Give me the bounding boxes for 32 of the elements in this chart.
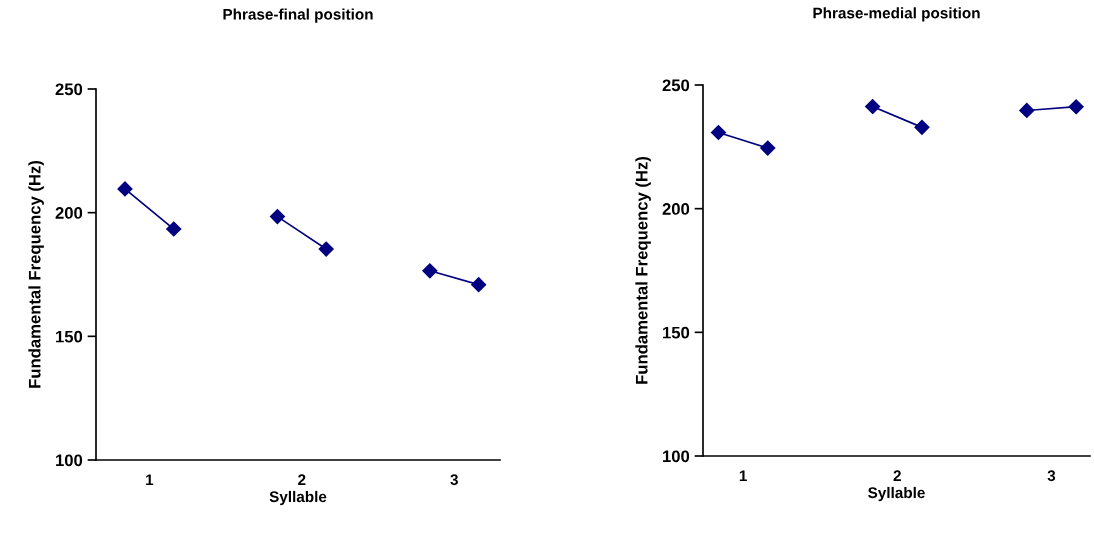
point (269, 209, 285, 225)
y-axis-title: Fundamental Frequency (Hz) (635, 156, 651, 384)
point (471, 277, 487, 293)
point (166, 221, 182, 237)
x-axis-title: Syllable (269, 490, 327, 506)
x-tick-label: 3 (1047, 470, 1056, 482)
x-tick-label: 3 (450, 474, 458, 486)
y-tick-label: 250 (662, 79, 690, 92)
x-tick-label: 2 (893, 470, 901, 481)
point (117, 181, 133, 197)
x-tick-label: 1 (739, 470, 747, 481)
point (914, 119, 930, 135)
point (1068, 99, 1084, 115)
x-tick-label: 2 (298, 474, 306, 485)
point (318, 241, 334, 257)
chart-title: Phrase-medial position (813, 7, 980, 22)
chart-title: Phrase-final position (223, 8, 373, 23)
y-tick-label: 250 (55, 83, 83, 96)
y-axis-title: Fundamental Frequency (Hz) (28, 160, 44, 388)
y-tick-label: 150 (663, 326, 690, 339)
point (865, 98, 881, 115)
y-tick-label: 100 (56, 454, 83, 467)
x-tick-label: 1 (146, 474, 154, 485)
y-tick-label: 200 (55, 207, 83, 219)
y-tick-label: 150 (56, 330, 83, 343)
x-axis-title: Syllable (868, 486, 925, 502)
y-tick-label: 100 (663, 450, 690, 463)
y-tick-label: 200 (662, 203, 690, 215)
point (1019, 102, 1035, 119)
point (710, 124, 726, 141)
point (760, 140, 776, 156)
point (422, 263, 438, 279)
